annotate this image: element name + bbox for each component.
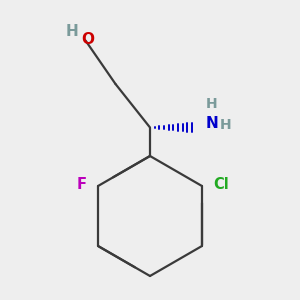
Text: H: H [66,24,78,39]
Text: F: F [76,177,86,192]
Text: O: O [81,32,94,46]
Text: Cl: Cl [214,177,229,192]
Text: N: N [205,116,218,130]
Text: H: H [220,118,232,132]
Text: H: H [206,97,217,110]
